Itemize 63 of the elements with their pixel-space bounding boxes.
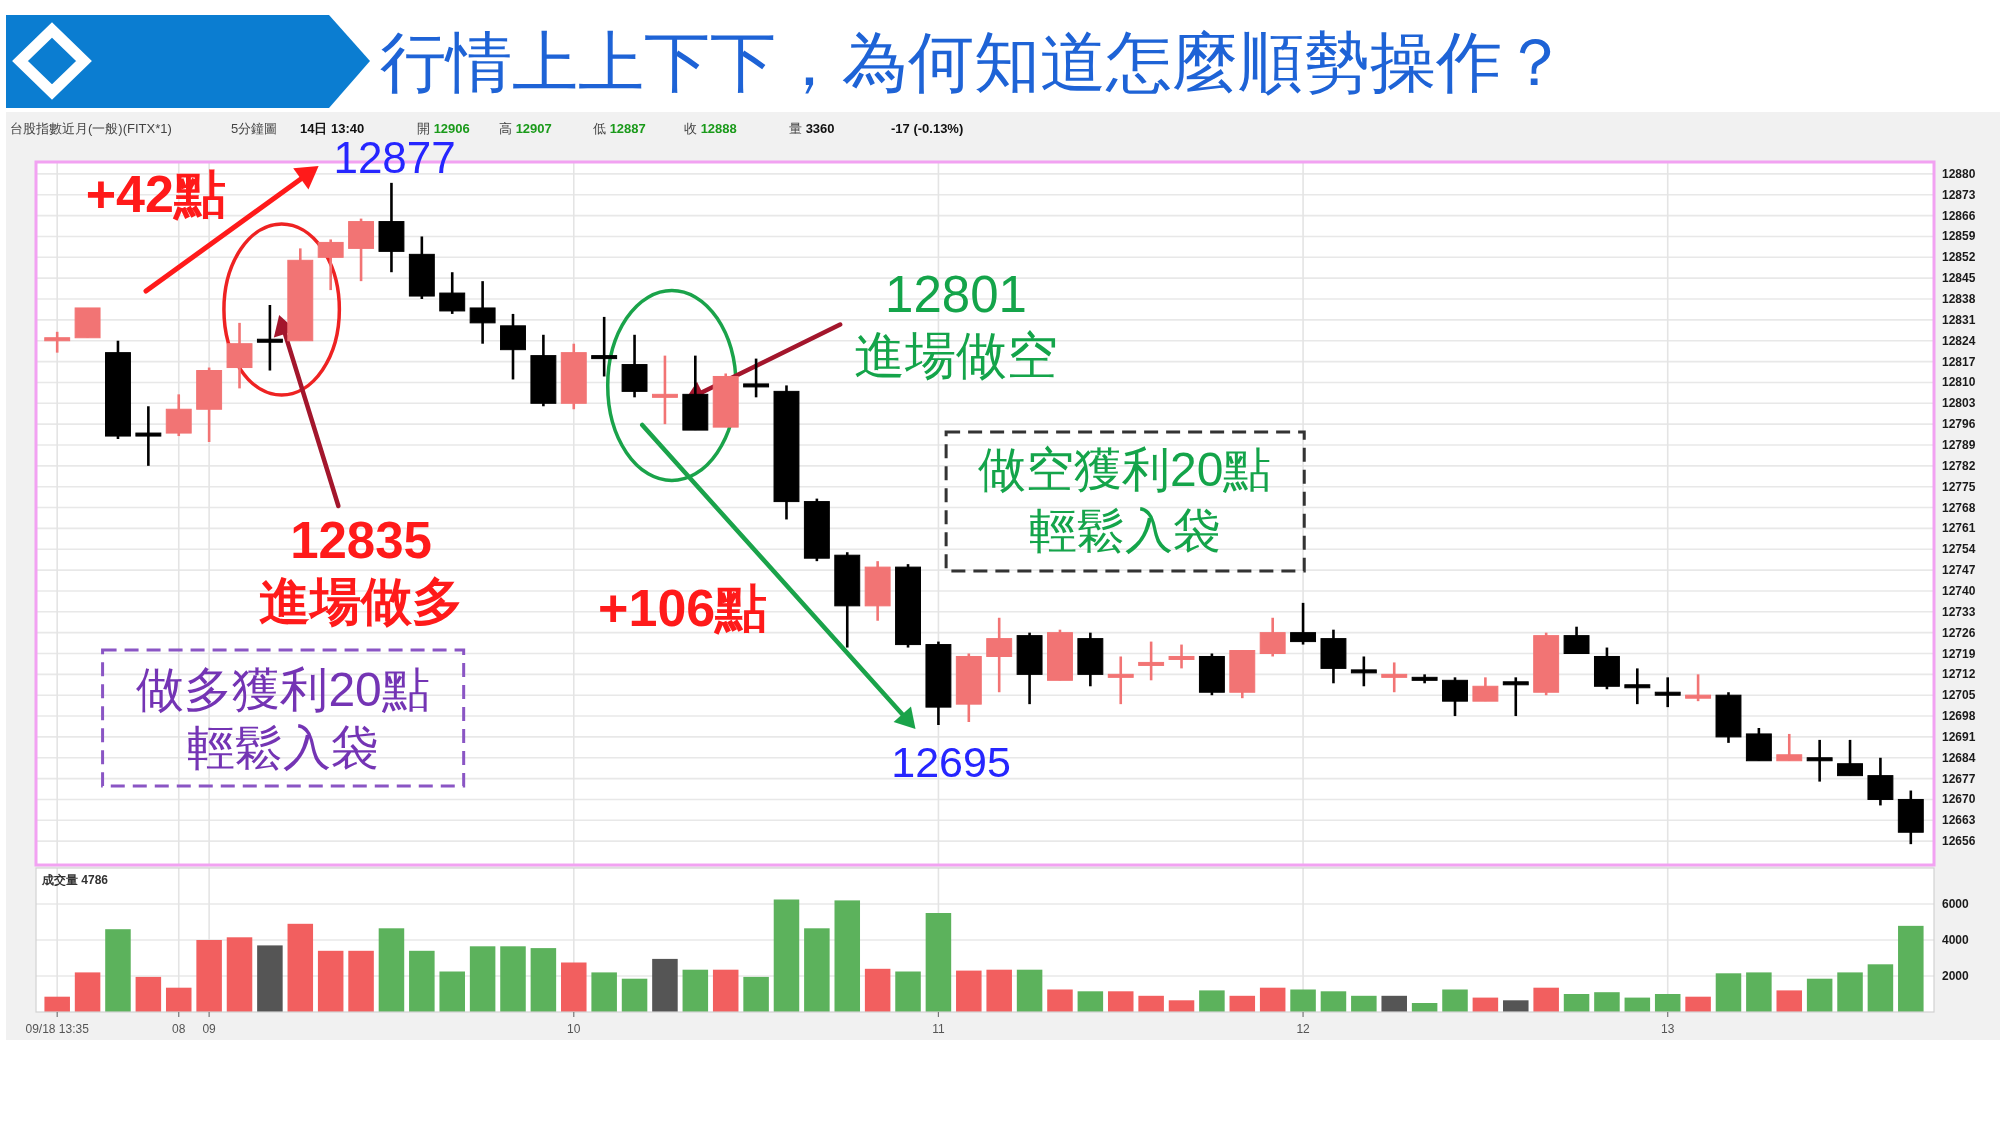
y-tick-label: 12824 <box>1942 333 1976 348</box>
y-tick-label: 12866 <box>1942 208 1976 223</box>
y-tick-label: 12789 <box>1942 437 1976 452</box>
y-tick-label: 12831 <box>1942 312 1976 327</box>
text: 低 12887 <box>593 120 646 136</box>
annotation: 做多獲利20點 <box>136 662 430 716</box>
y-tick-label: 12817 <box>1942 354 1976 369</box>
annotation: 做空獲利20點 <box>977 442 1272 496</box>
y-tick-label: 12754 <box>1942 542 1976 557</box>
text: 高 12907 <box>499 120 552 136</box>
y-tick-label: 12852 <box>1942 250 1976 265</box>
y-tick-label: 4000 <box>1942 933 1970 947</box>
y-tick-label: 12838 <box>1942 292 1976 307</box>
annotation: 輕鬆入袋 <box>187 720 380 774</box>
y-tick-label: 12740 <box>1942 583 1976 598</box>
x-tick-label: 09/18 13:35 <box>25 1022 90 1036</box>
y-tick-label: 12698 <box>1942 709 1976 724</box>
annotation: 12801 進場做空 <box>853 265 1058 384</box>
annotation: 輕鬆入袋 <box>1028 503 1221 557</box>
text: 開 12906 <box>417 120 470 136</box>
x-tick-label: 13 <box>1661 1022 1675 1036</box>
x-tick-label: 12 <box>1296 1022 1311 1036</box>
text: 5分鐘圖 <box>231 120 278 136</box>
y-tick-label: 12670 <box>1942 792 1976 807</box>
y-tick-label: 12705 <box>1942 688 1976 703</box>
annotation: 12695 <box>891 738 1011 786</box>
y-tick-label: 12656 <box>1942 834 1976 849</box>
y-tick-label: 12880 <box>1942 166 1976 181</box>
x-tick-label: 08 <box>172 1022 186 1036</box>
y-tick-label: 12684 <box>1942 750 1976 765</box>
x-tick-label: 11 <box>932 1022 945 1036</box>
x-tick-label: 10 <box>567 1022 581 1036</box>
y-tick-label: 12719 <box>1942 646 1976 661</box>
y-tick-label: 12859 <box>1942 229 1976 244</box>
text: 14日 13:40 <box>300 120 365 136</box>
text: -17 (-0.13%) <box>891 120 964 136</box>
y-tick-label: 12663 <box>1942 813 1976 828</box>
chart-title: 成交量 4786 <box>41 873 109 887</box>
y-tick-label: 12873 <box>1942 187 1976 202</box>
y-tick-label: 12677 <box>1942 771 1976 786</box>
y-tick-label: 12796 <box>1942 417 1976 432</box>
annotation: +42點 <box>85 165 226 223</box>
x-tick-label: 09 <box>202 1022 217 1036</box>
chart-title: 行情上上下下，為何知道怎麼順勢操作？ <box>380 25 1568 99</box>
y-tick-label: 12775 <box>1942 479 1976 494</box>
y-tick-label: 12782 <box>1942 458 1976 473</box>
y-tick-label: 12768 <box>1942 500 1976 515</box>
annotation: 12835 進場做多 <box>259 511 464 630</box>
y-tick-label: 12810 <box>1942 375 1976 390</box>
annotation: +106點 <box>598 579 768 637</box>
y-tick-label: 12803 <box>1942 396 1976 411</box>
y-tick-label: 2000 <box>1942 969 1970 983</box>
y-tick-label: 6000 <box>1942 897 1970 911</box>
y-tick-label: 12761 <box>1942 521 1976 536</box>
y-tick-label: 12733 <box>1942 604 1976 619</box>
y-tick-label: 12845 <box>1942 271 1976 286</box>
y-tick-label: 12691 <box>1942 729 1976 744</box>
text: 量 3360 <box>789 120 835 136</box>
text: 台股指數近月(一般)(FITX*1) <box>10 120 172 136</box>
y-tick-label: 12712 <box>1942 667 1976 682</box>
y-tick-label: 12726 <box>1942 625 1976 640</box>
text: 收 12888 <box>684 120 737 136</box>
y-tick-label: 12747 <box>1942 563 1976 578</box>
